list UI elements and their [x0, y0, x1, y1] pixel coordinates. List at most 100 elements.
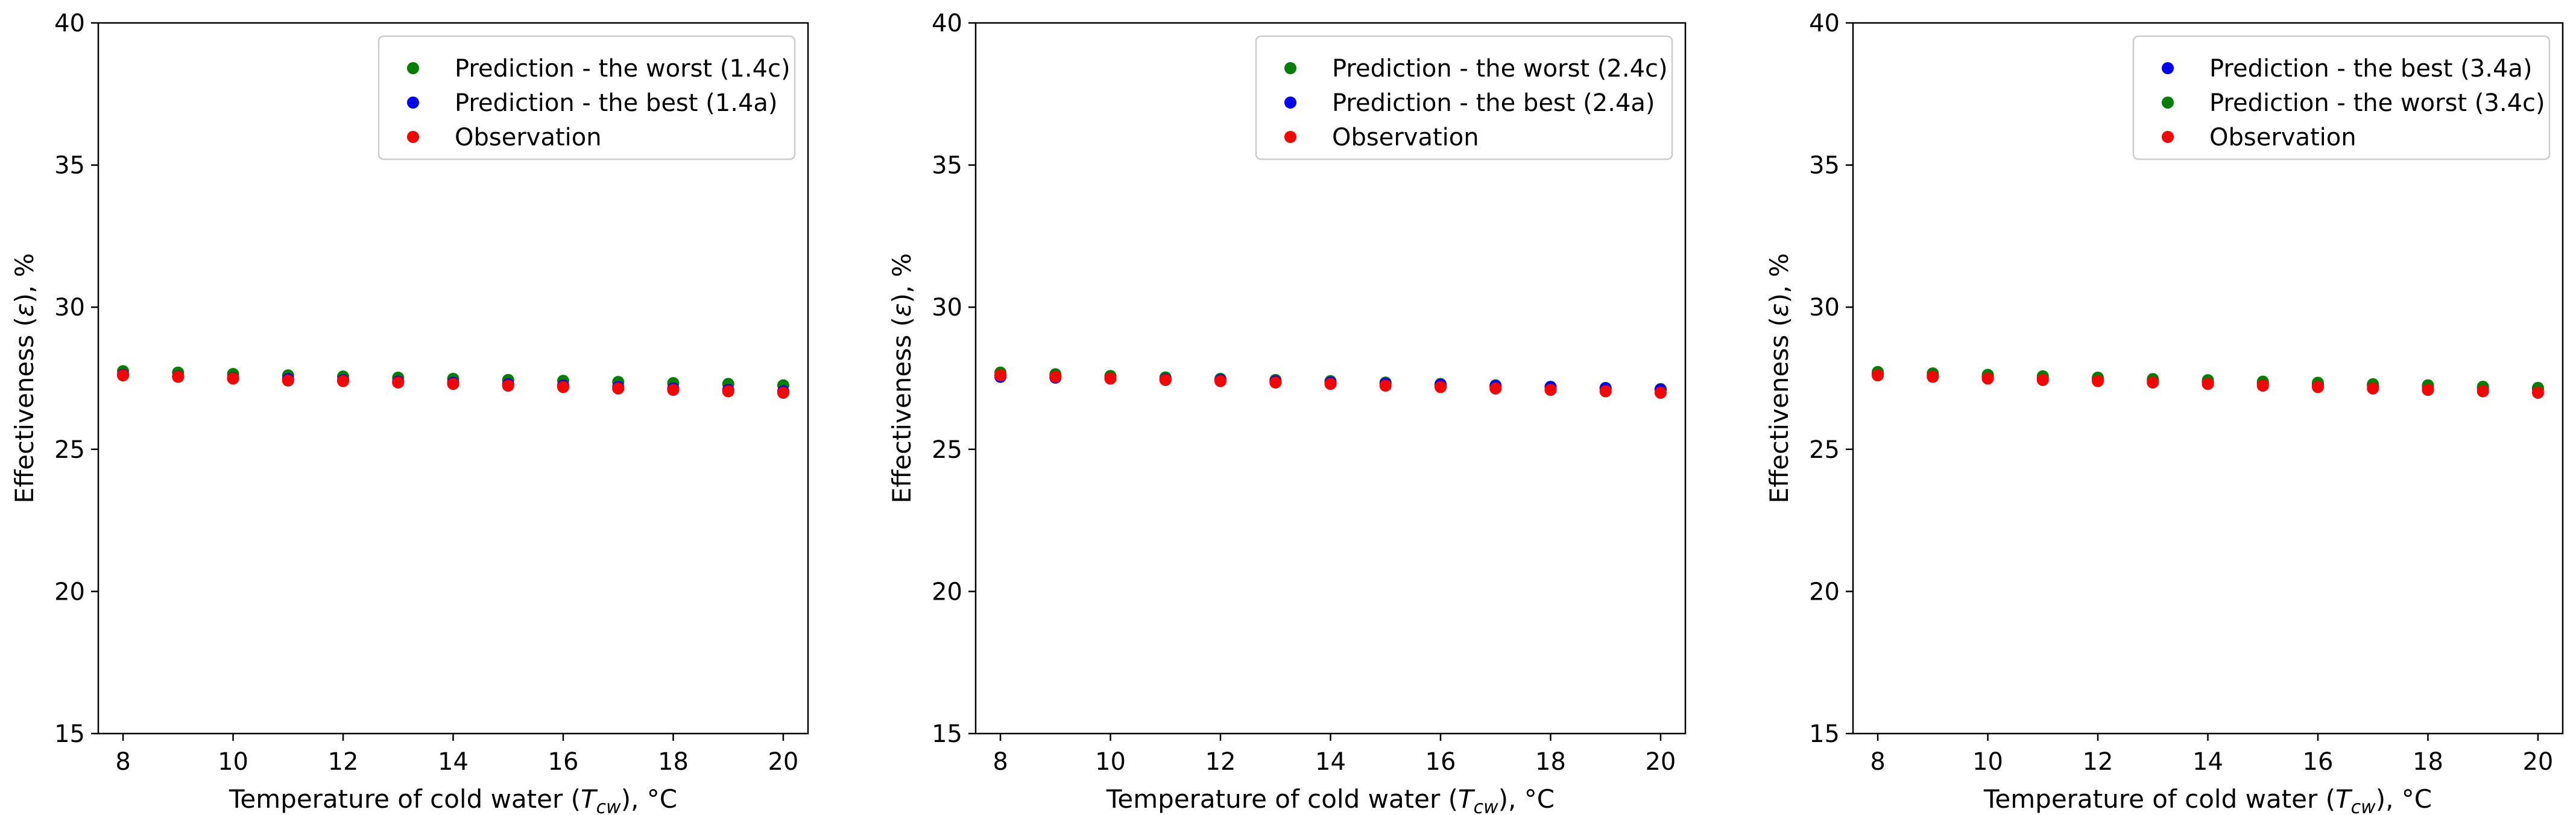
x-axis-label-variable: T	[1458, 784, 1476, 814]
y-tick-label: 40	[932, 10, 962, 37]
data-point	[2202, 378, 2214, 390]
y-tick-label: 35	[932, 152, 962, 180]
y-axis-label-suffix: ), %	[887, 253, 917, 303]
x-tick-label: 10	[1972, 748, 2003, 776]
data-point	[994, 369, 1007, 382]
series-3	[117, 369, 789, 399]
legend-marker	[1284, 62, 1296, 74]
x-tick-label: 16	[2303, 748, 2334, 776]
legend-label: Observation	[455, 124, 602, 151]
x-tick-label: 8	[1870, 748, 1885, 776]
chart-panel-3: 8 10 12 14 16 18 20 15 20 25 30 35 40 Temperature of …	[1764, 10, 2564, 815]
y-tick-label: 40	[1809, 10, 1840, 37]
y-tick-label: 25	[1809, 436, 1840, 464]
data-point	[2092, 375, 2104, 387]
y-tick-label: 20	[1809, 578, 1840, 606]
y-axis-label-variable: ε	[10, 303, 39, 317]
series-3	[1872, 369, 2544, 399]
data-point	[612, 382, 625, 395]
data-point	[1269, 376, 1282, 389]
legend-marker	[407, 97, 419, 109]
legend-marker	[407, 131, 419, 143]
legend-box	[2132, 35, 2551, 160]
legend-box	[377, 35, 796, 160]
y-tick-label: 35	[54, 152, 85, 180]
x-axis-label-suffix: ), °C	[621, 784, 677, 814]
legend-label: Prediction - the best (2.4a)	[1332, 89, 1655, 117]
legend-marker	[2162, 131, 2174, 143]
y-axis-label-prefix: Effectiveness (	[1764, 317, 1794, 503]
x-axis-label-prefix: Temperature of cold water (	[229, 784, 581, 814]
y-axis-label-variable: ε	[1764, 303, 1794, 317]
x-tick-label: 20	[2522, 748, 2553, 776]
y-axis-label: Effectiveness (ε), %	[887, 253, 917, 504]
y-axis-label: Effectiveness (ε), %	[1764, 253, 1794, 504]
x-axis-label-prefix: Temperature of cold water (	[1106, 784, 1458, 814]
x-tick-label: 20	[1645, 748, 1676, 776]
data-point	[2036, 373, 2049, 386]
data-point	[172, 370, 185, 383]
y-axis-label-suffix: ), %	[10, 253, 39, 303]
x-tick-label: 10	[218, 748, 248, 776]
y-tick-label: 30	[1809, 294, 1840, 322]
y-axis-label-variable: ε	[887, 303, 917, 317]
data-point	[1379, 379, 1392, 392]
data-point	[2311, 381, 2324, 393]
x-axis-label: Temperature of cold water (Tcw), °C	[229, 784, 677, 815]
chart-panel-1: 8 10 12 14 16 18 20 15 20 25 30 35 40 Temperature of …	[10, 10, 809, 815]
x-tick-label: 18	[1535, 748, 1566, 776]
y-tick-label: 30	[932, 294, 962, 322]
data-point	[1214, 375, 1227, 387]
data-point	[502, 379, 514, 392]
x-tick-label: 18	[658, 748, 689, 776]
legend-label: Observation	[2209, 124, 2357, 151]
data-point	[557, 381, 569, 393]
x-axis-label-suffix: ), °C	[1498, 784, 1555, 814]
x-tick-label: 8	[115, 748, 130, 776]
x-axis-label: Temperature of cold water (Tcw), °C	[1983, 784, 2432, 815]
y-tick-label: 25	[932, 436, 962, 464]
legend-marker	[2162, 97, 2174, 109]
legend-marker	[1284, 97, 1296, 109]
x-axis-label: Temperature of cold water (Tcw), °C	[1106, 784, 1555, 815]
y-axis-label-suffix: ), %	[1764, 253, 1794, 303]
x-tick-label: 14	[1315, 748, 1346, 776]
data-point	[2531, 387, 2544, 399]
y-tick-label: 20	[932, 578, 962, 606]
data-point	[1872, 369, 1884, 382]
data-point	[1654, 387, 1667, 399]
y-tick-label: 15	[932, 720, 962, 748]
legend-marker	[407, 62, 419, 74]
data-point	[1489, 382, 1502, 395]
y-tick-label: 15	[54, 720, 85, 748]
chart-panel-2: 8 10 12 14 16 18 20 15 20 25 30 35 40 Temperature of …	[887, 10, 1687, 815]
data-point	[1049, 370, 1062, 383]
x-tick-label: 18	[2413, 748, 2443, 776]
x-tick-label: 10	[1095, 748, 1126, 776]
legend-label: Prediction - the worst (2.4c)	[1332, 55, 1668, 83]
x-tick-label: 14	[2192, 748, 2223, 776]
y-axis-label-prefix: Effectiveness (	[10, 317, 39, 503]
data-point	[667, 384, 680, 396]
x-axis-label-variable: T	[581, 784, 598, 814]
y-tick-label: 40	[54, 10, 85, 37]
x-tick-label: 14	[438, 748, 469, 776]
x-axis-label-variable: T	[2335, 784, 2353, 814]
x-axis-label-subscript: cw	[596, 797, 621, 815]
data-point	[2147, 376, 2159, 389]
data-point	[2422, 384, 2434, 396]
x-tick-label: 8	[993, 748, 1008, 776]
y-axis-label: Effectiveness (ε), %	[10, 253, 39, 504]
data-point	[117, 369, 130, 382]
data-point	[2367, 382, 2379, 395]
data-point	[722, 385, 734, 398]
x-tick-label: 12	[1205, 748, 1236, 776]
data-point	[447, 378, 459, 390]
data-point	[1434, 381, 1447, 393]
data-point	[1599, 385, 1612, 398]
legend-label: Observation	[1332, 124, 1479, 151]
y-tick-label: 25	[54, 436, 85, 464]
x-tick-label: 16	[1425, 748, 1456, 776]
x-tick-label: 16	[548, 748, 579, 776]
